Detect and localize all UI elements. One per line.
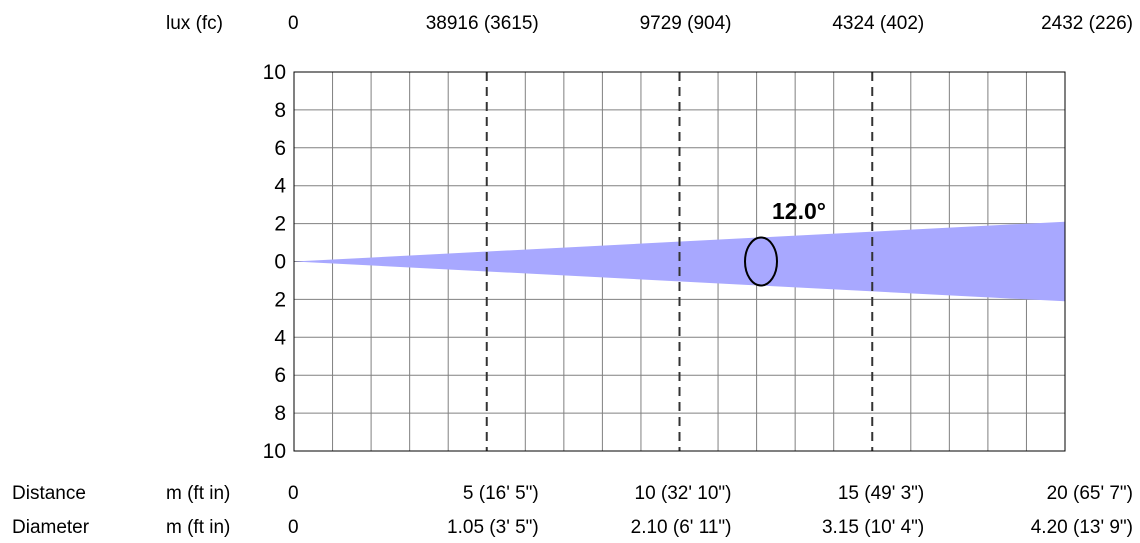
lux-row-value: 38916 (3615) bbox=[426, 13, 539, 34]
y-tick-label: 4 bbox=[274, 326, 286, 349]
diameter-row-value: 3.15 (10' 4") bbox=[822, 517, 924, 538]
beam-angle-label: 12.0° bbox=[772, 198, 826, 224]
y-tick-labels: 10 8 6 4 2 0 2 4 6 8 10 bbox=[263, 61, 287, 463]
diameter-row-value: 0 bbox=[288, 517, 299, 538]
distance-row-value: 15 (49' 3") bbox=[838, 483, 924, 504]
angle-indicator-ellipse bbox=[744, 236, 778, 287]
distance-row-label: Distance bbox=[12, 483, 86, 504]
y-tick-label: 6 bbox=[274, 137, 286, 160]
y-tick-label: 10 bbox=[263, 61, 286, 84]
y-tick-label: 8 bbox=[274, 99, 286, 122]
diameter-row-value: 1.05 (3' 5") bbox=[447, 517, 539, 538]
y-tick-label: 0 bbox=[274, 251, 286, 274]
distance-row-value: 20 (65' 7") bbox=[1047, 483, 1133, 504]
lux-row-value: 2432 (226) bbox=[1041, 13, 1133, 34]
y-tick-label: 2 bbox=[274, 213, 286, 236]
y-tick-label: 2 bbox=[274, 288, 286, 311]
diameter-row-unit: m (ft in) bbox=[166, 517, 230, 538]
lux-row-value: 9729 (904) bbox=[640, 13, 732, 34]
diameter-row-label: Diameter bbox=[12, 517, 90, 538]
lux-row-label: lux (fc) bbox=[166, 13, 223, 34]
diameter-row-value: 4.20 (13' 9") bbox=[1031, 517, 1133, 538]
plot-frame bbox=[293, 71, 1066, 452]
lux-row-value: 4324 (402) bbox=[832, 13, 924, 34]
y-tick-label: 6 bbox=[274, 364, 286, 387]
distance-row-value: 10 (32' 10") bbox=[635, 483, 732, 504]
info-rows: lux (fc) 0 38916 (3615) 9729 (904) 4324 (402… bbox=[12, 13, 1133, 538]
lux-row-value: 0 bbox=[288, 13, 299, 34]
y-tick-label: 8 bbox=[274, 402, 286, 425]
diameter-row-value: 2.10 (6' 11") bbox=[631, 517, 732, 538]
y-tick-label: 10 bbox=[263, 440, 286, 463]
distance-row-value: 5 (16' 5") bbox=[463, 483, 539, 504]
distance-row-value: 0 bbox=[288, 483, 299, 504]
distance-row-unit: m (ft in) bbox=[166, 483, 230, 504]
dashed-lines-layer bbox=[485, 72, 874, 451]
beam-angle-annotation: 12.0° bbox=[744, 198, 826, 287]
y-tick-label: 4 bbox=[274, 175, 286, 198]
